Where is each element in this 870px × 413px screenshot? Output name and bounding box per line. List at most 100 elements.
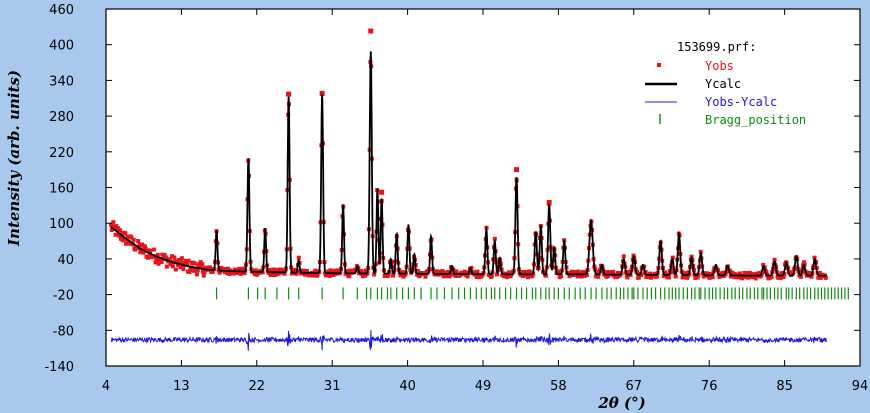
- plot-area: [106, 9, 860, 366]
- y-tick-label: 100: [49, 217, 74, 232]
- legend-diff-label: Yobs-Ycalc: [705, 95, 777, 109]
- yobs-point: [201, 273, 206, 278]
- legend-bragg-label: Bragg_position: [705, 113, 806, 127]
- yobs-point: [514, 167, 520, 173]
- yobs-point: [282, 271, 287, 276]
- yobs-point: [167, 257, 172, 262]
- yobs-point: [753, 276, 758, 281]
- yobs-point: [123, 231, 128, 236]
- yobs-point: [475, 269, 480, 274]
- ycalc-line: [110, 51, 827, 277]
- yobs-point: [176, 263, 181, 268]
- yobs-point: [183, 258, 188, 263]
- yobs-point: [227, 271, 232, 276]
- yobs-point: [736, 275, 741, 280]
- y-tick-label: 40: [57, 253, 74, 268]
- yobs-point: [492, 236, 497, 241]
- yobs-point: [319, 90, 325, 96]
- y-tick-label: 400: [49, 39, 74, 54]
- yobs-point: [326, 269, 331, 274]
- yobs-point: [372, 272, 377, 277]
- x-tick-label: 58: [550, 379, 567, 394]
- yobs-point: [160, 252, 165, 257]
- yobs-point: [272, 273, 277, 278]
- x-axis-title: 2θ (°): [597, 394, 645, 412]
- yobs-point: [415, 269, 420, 274]
- yobs-point: [584, 273, 589, 278]
- legend-title: 153699.prf:: [677, 40, 756, 54]
- yobs-point: [194, 272, 199, 277]
- series-ycalc: [110, 51, 827, 277]
- yobs-point: [147, 252, 152, 257]
- legend-ycalc-label: Ycalc: [705, 77, 741, 91]
- yobs-point: [772, 257, 777, 262]
- yobs-point: [559, 274, 564, 279]
- yobs-point: [129, 235, 134, 240]
- y-tick-label: -140: [44, 360, 74, 375]
- yobs-point: [635, 270, 640, 275]
- yobs-ycalc-line: [110, 329, 827, 351]
- yobs-point: [268, 272, 273, 277]
- yobs-point: [525, 275, 530, 280]
- yobs-point: [118, 228, 123, 233]
- y-tick-label: 340: [49, 74, 74, 89]
- yobs-point: [198, 260, 203, 265]
- yobs-point: [143, 246, 148, 251]
- yobs-point: [111, 220, 116, 225]
- yobs-point: [159, 260, 164, 265]
- yobs-point: [251, 268, 256, 273]
- yobs-point: [217, 270, 222, 275]
- y-tick-label: -80: [53, 324, 74, 339]
- yobs-point: [818, 275, 823, 280]
- yobs-point: [117, 233, 122, 238]
- yobs-point: [331, 273, 336, 278]
- yobs-point: [579, 274, 584, 279]
- yobs-point: [670, 255, 675, 260]
- yobs-point: [125, 234, 130, 239]
- legend-yobs-label: Yobs: [705, 59, 734, 73]
- yobs-point: [315, 272, 320, 277]
- yobs-point: [576, 269, 581, 274]
- yobs-point: [162, 252, 167, 257]
- yobs-point: [817, 270, 822, 275]
- y-axis-title: Intensity (arb. units): [5, 70, 23, 247]
- yobs-point: [179, 256, 184, 261]
- yobs-point: [448, 272, 453, 277]
- yobs-point: [192, 261, 197, 266]
- yobs-point: [329, 269, 334, 274]
- yobs-point: [522, 273, 527, 278]
- yobs-point: [648, 271, 653, 276]
- yobs-point: [434, 269, 439, 274]
- yobs-point: [812, 255, 817, 260]
- yobs-point: [730, 270, 735, 275]
- yobs-point: [296, 255, 301, 260]
- yobs-point: [639, 272, 644, 277]
- yobs-point: [267, 267, 272, 272]
- yobs-point: [170, 254, 175, 259]
- yobs-point: [199, 265, 204, 270]
- yobs-point: [168, 262, 173, 267]
- yobs-point: [155, 259, 160, 264]
- yobs-point: [361, 270, 366, 275]
- yobs-point: [446, 270, 451, 275]
- yobs-point: [148, 248, 153, 253]
- x-tick-label: 49: [475, 379, 492, 394]
- yobs-point: [400, 270, 405, 275]
- yobs-point: [663, 270, 668, 275]
- y-tick-label: 460: [49, 3, 74, 18]
- yobs-point: [202, 270, 207, 275]
- x-tick-label: 67: [626, 379, 643, 394]
- yobs-point: [454, 269, 459, 274]
- yobs-point: [391, 273, 396, 278]
- x-tick-label: 4: [102, 379, 110, 394]
- yobs-point: [210, 269, 215, 274]
- yobs-point: [465, 274, 470, 279]
- yobs-point: [158, 257, 163, 262]
- yobs-point: [769, 274, 774, 279]
- yobs-point: [200, 262, 205, 267]
- yobs-point: [124, 241, 129, 246]
- yobs-point: [363, 268, 368, 273]
- yobs-point: [495, 272, 500, 277]
- yobs-point: [271, 267, 276, 272]
- yobs-point: [636, 275, 641, 280]
